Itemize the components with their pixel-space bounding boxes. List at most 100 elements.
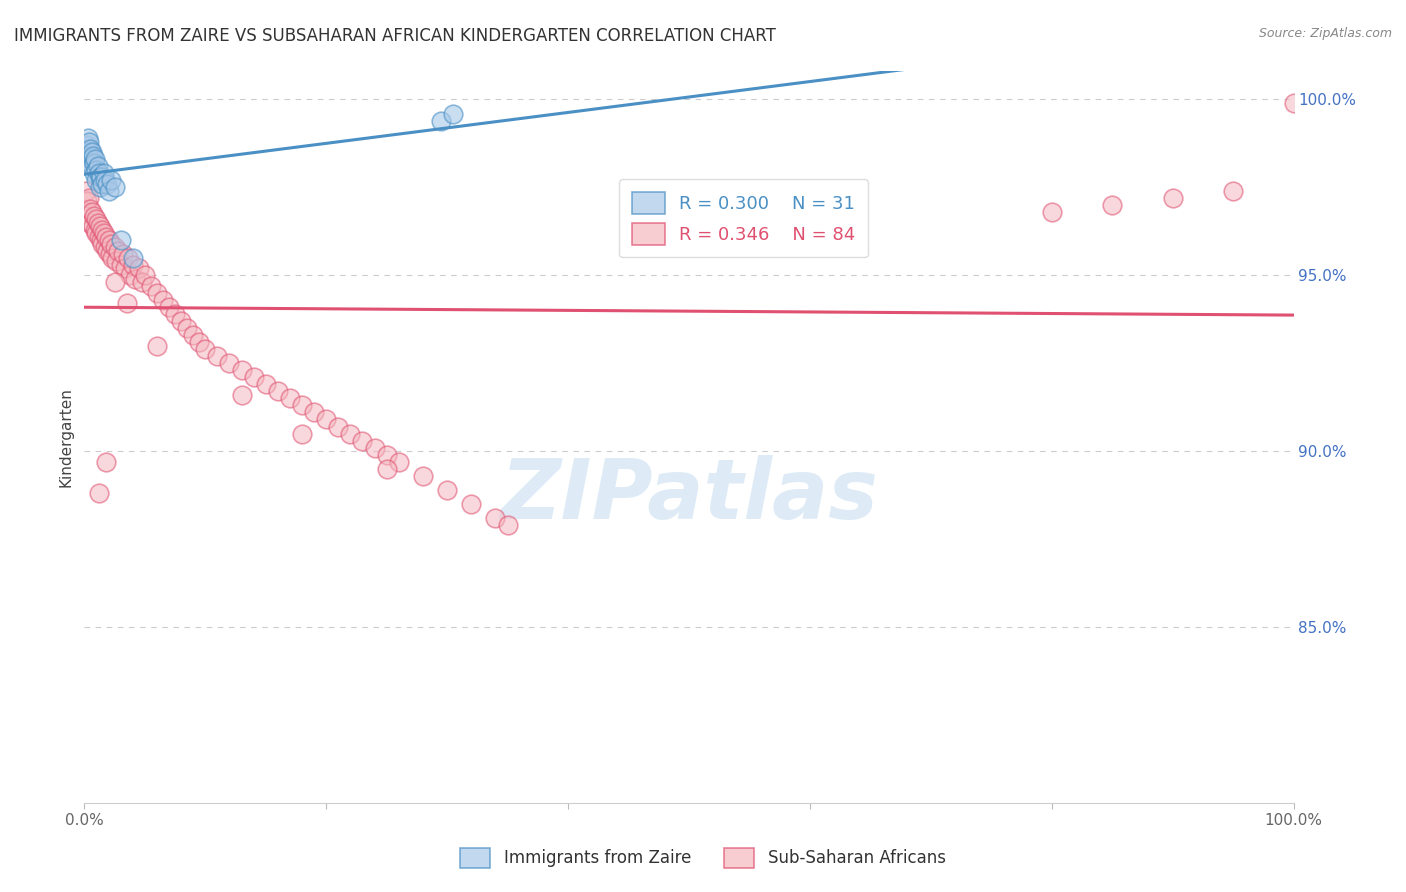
Point	[77, 131, 100, 145]
Point	[131, 276, 153, 290]
Point	[302, 405, 325, 419]
Point	[86, 159, 108, 173]
Point	[460, 497, 482, 511]
Point	[96, 177, 118, 191]
Point	[412, 468, 434, 483]
Point	[84, 222, 107, 236]
Point	[112, 247, 135, 261]
Point	[77, 205, 100, 219]
Point	[96, 244, 118, 258]
Point	[242, 370, 264, 384]
Point	[139, 278, 162, 293]
Point	[176, 321, 198, 335]
Point	[157, 300, 180, 314]
Point	[181, 328, 204, 343]
Point	[86, 162, 108, 177]
Point	[77, 135, 100, 149]
Point	[115, 296, 138, 310]
Point	[146, 285, 169, 300]
Point	[94, 455, 117, 469]
Point	[83, 155, 105, 169]
Point	[388, 455, 411, 469]
Point	[80, 205, 103, 219]
Point	[86, 173, 108, 187]
Point	[93, 226, 115, 240]
Point	[339, 426, 361, 441]
Point	[165, 307, 187, 321]
Point	[267, 384, 290, 399]
Point	[128, 261, 150, 276]
Point	[1101, 198, 1123, 212]
Point	[110, 233, 132, 247]
Point	[823, 191, 845, 205]
Point	[82, 219, 104, 233]
Point	[77, 149, 100, 163]
Point	[87, 486, 110, 500]
Point	[104, 180, 127, 194]
Point	[110, 258, 132, 272]
Point	[1161, 191, 1184, 205]
Point	[79, 153, 101, 167]
Point	[86, 216, 108, 230]
Point	[121, 258, 143, 272]
Point	[93, 166, 115, 180]
Point	[76, 194, 98, 209]
Point	[188, 335, 211, 350]
Y-axis label: Kindergarten: Kindergarten	[58, 387, 73, 487]
Point	[375, 448, 398, 462]
Point	[104, 240, 127, 254]
Text: ZIPatlas: ZIPatlas	[501, 455, 877, 536]
Point	[231, 363, 253, 377]
Point	[98, 247, 121, 261]
Point	[117, 251, 139, 265]
Point	[90, 233, 112, 247]
Point	[86, 226, 108, 240]
Point	[124, 272, 146, 286]
Point	[89, 219, 111, 233]
Point	[114, 261, 136, 276]
Point	[107, 244, 129, 258]
Text: Source: ZipAtlas.com: Source: ZipAtlas.com	[1258, 27, 1392, 40]
Point	[104, 276, 127, 290]
Point	[1282, 95, 1305, 110]
Point	[79, 142, 101, 156]
Point	[254, 377, 277, 392]
Point	[315, 412, 337, 426]
Point	[218, 356, 240, 370]
Point	[83, 209, 105, 223]
Point	[104, 254, 127, 268]
Point	[86, 212, 108, 227]
Point	[100, 173, 122, 187]
Point	[291, 426, 314, 441]
Point	[91, 236, 114, 251]
Point	[121, 251, 143, 265]
Point	[87, 229, 110, 244]
Point	[152, 293, 174, 307]
Point	[90, 169, 112, 184]
Point	[134, 268, 156, 283]
Point	[83, 166, 105, 180]
Point	[94, 173, 117, 187]
Legend: Immigrants from Zaire, Sub-Saharan Africans: Immigrants from Zaire, Sub-Saharan Afric…	[454, 841, 952, 875]
Point	[94, 229, 117, 244]
Legend: R = 0.300    N = 31, R = 0.346    N = 84: R = 0.300 N = 31, R = 0.346 N = 84	[620, 179, 868, 258]
Point	[441, 106, 464, 120]
Point	[278, 392, 301, 406]
Point	[89, 180, 111, 194]
Point	[375, 461, 398, 475]
Point	[77, 145, 100, 160]
Point	[194, 342, 217, 356]
Point	[76, 138, 98, 153]
Point	[82, 149, 104, 163]
Point	[100, 236, 122, 251]
Point	[352, 434, 374, 448]
Point	[80, 159, 103, 173]
Point	[231, 388, 253, 402]
Text: IMMIGRANTS FROM ZAIRE VS SUBSAHARAN AFRICAN KINDERGARTEN CORRELATION CHART: IMMIGRANTS FROM ZAIRE VS SUBSAHARAN AFRI…	[14, 27, 776, 45]
Point	[77, 191, 100, 205]
Point	[363, 441, 385, 455]
Point	[1222, 184, 1244, 198]
Point	[101, 251, 124, 265]
Point	[170, 314, 193, 328]
Point	[430, 113, 453, 128]
